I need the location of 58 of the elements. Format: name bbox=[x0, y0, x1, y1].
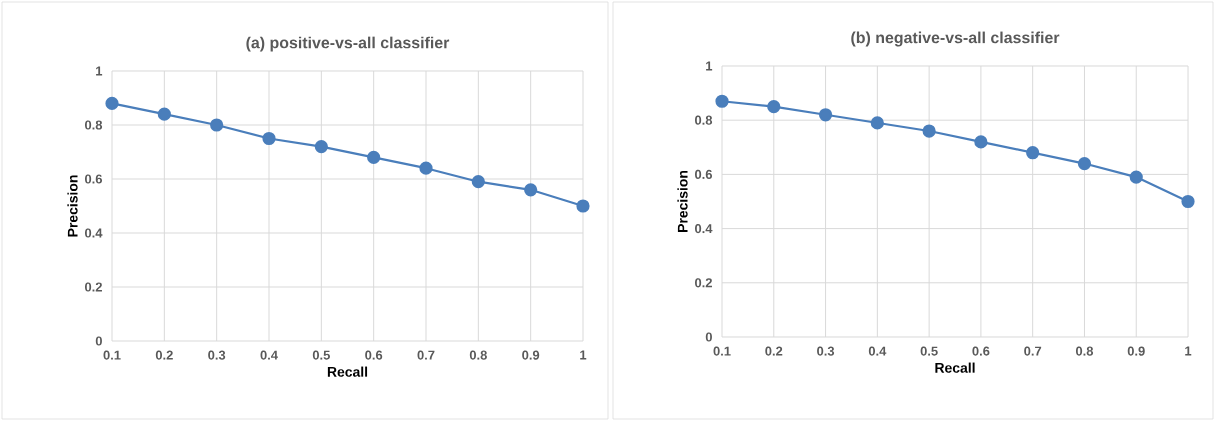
point bbox=[1129, 170, 1143, 184]
x-tick-label: 0.5 bbox=[920, 346, 938, 356]
x-tick-label: 1 bbox=[1185, 346, 1192, 356]
x-tick-label: 0.9 bbox=[1127, 346, 1145, 356]
y-tick-label: 0 bbox=[705, 332, 712, 342]
x-tick-label: 0.7 bbox=[1024, 346, 1042, 356]
point bbox=[715, 94, 729, 108]
x-axis-title: Recall bbox=[327, 366, 368, 377]
x-tick-label: 0.9 bbox=[522, 350, 540, 360]
point bbox=[1181, 194, 1195, 209]
x-tick-label: 0.2 bbox=[765, 346, 783, 356]
x-tick-label: 0.3 bbox=[817, 346, 835, 356]
point bbox=[262, 131, 276, 146]
point bbox=[314, 140, 328, 154]
point bbox=[210, 118, 224, 132]
point bbox=[974, 135, 988, 149]
y-axis-title: Precision bbox=[677, 170, 688, 232]
x-tick-label: 0.8 bbox=[469, 350, 487, 360]
x-tick-label: 0.6 bbox=[365, 350, 383, 360]
y-tick-label: 0.4 bbox=[85, 228, 103, 238]
y-tick-label: 0.2 bbox=[695, 278, 712, 288]
y-tick-label: 0.2 bbox=[85, 282, 102, 292]
point bbox=[1026, 146, 1040, 160]
chart-title: (a) positive-vs-all classifier bbox=[246, 36, 450, 52]
y-tick-label: 0.8 bbox=[85, 120, 103, 130]
x-tick-label: 0.4 bbox=[868, 346, 887, 356]
point bbox=[105, 96, 119, 110]
x-tick-label: 0.6 bbox=[972, 346, 990, 356]
x-tick-label: 0.1 bbox=[103, 350, 121, 360]
point bbox=[524, 183, 538, 197]
x-axis-title: Recall bbox=[935, 362, 975, 373]
x-tick-label: 0.4 bbox=[260, 350, 278, 360]
point bbox=[767, 100, 781, 114]
x-tick-label: 0.7 bbox=[417, 350, 435, 360]
point bbox=[157, 107, 171, 121]
y-tick-label: 1 bbox=[96, 66, 103, 76]
y-tick-label: 0 bbox=[95, 336, 102, 346]
point bbox=[367, 150, 381, 164]
point bbox=[818, 108, 833, 122]
x-tick-label: 0.1 bbox=[713, 346, 731, 356]
point bbox=[1077, 156, 1092, 171]
point bbox=[419, 161, 433, 175]
point bbox=[870, 116, 884, 130]
y-tick-label: 0.6 bbox=[695, 169, 713, 179]
x-tick-label: 0.2 bbox=[155, 350, 173, 360]
y-tick-label: 1 bbox=[706, 61, 713, 71]
x-tick-label: 0.5 bbox=[312, 350, 330, 360]
x-tick-label: 0.8 bbox=[1075, 346, 1094, 356]
y-tick-label: 0.8 bbox=[695, 115, 713, 125]
y-tick-label: 0.4 bbox=[695, 224, 713, 234]
x-tick-label: 0.3 bbox=[208, 350, 226, 360]
point bbox=[922, 124, 936, 138]
x-tick-label: 1 bbox=[580, 350, 587, 360]
y-axis-title: Precision bbox=[67, 175, 78, 237]
chart-title: (b) negative-vs-all classifier bbox=[851, 31, 1060, 47]
point bbox=[471, 175, 485, 189]
y-tick-label: 0.6 bbox=[85, 174, 103, 184]
point bbox=[576, 199, 590, 213]
